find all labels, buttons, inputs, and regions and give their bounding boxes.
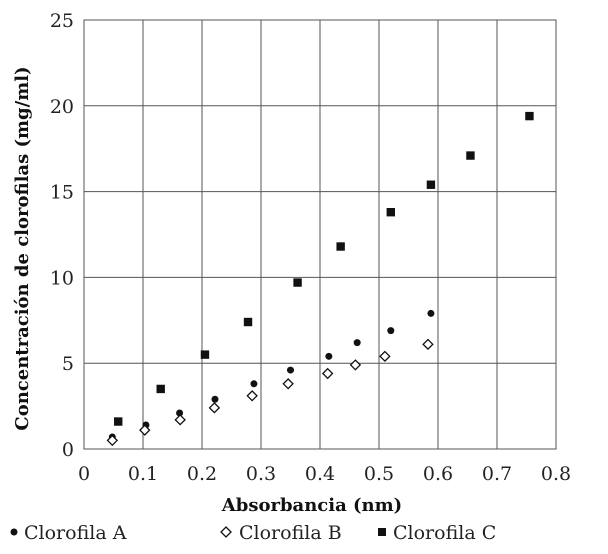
y-tick-label: 0: [62, 439, 74, 461]
x-tick-label: 0.2: [187, 463, 217, 485]
data-point-clorofila-a: [427, 309, 435, 317]
legend-item-clorofila-b: Clorofila B: [220, 522, 342, 544]
plot-frame: [83, 19, 557, 450]
data-point-clorofila-a: [353, 339, 361, 347]
data-point-clorofila-c: [156, 384, 165, 394]
data-point-clorofila-c: [386, 207, 395, 217]
x-tick-label: 0.1: [128, 463, 158, 485]
data-point-clorofila-b: [246, 390, 258, 402]
x-tick-label: 0.8: [541, 463, 571, 485]
y-tick-label: 20: [50, 96, 74, 118]
legend: Clorofila A Clorofila B Clorofila C: [10, 522, 496, 544]
y-tick-label: 5: [62, 353, 74, 375]
data-point-clorofila-a: [287, 366, 294, 374]
legend-label-clorofila-b: Clorofila B: [239, 522, 342, 544]
data-point-clorofila-a: [387, 327, 395, 335]
y-tick-label: 15: [50, 182, 74, 204]
data-point-clorofila-c: [293, 278, 302, 287]
x-tick-label: 0.3: [246, 463, 276, 485]
legend-label-clorofila-a: Clorofila A: [24, 522, 127, 544]
data-point-clorofila-c: [114, 417, 123, 426]
x-tick-label: 0: [78, 463, 90, 485]
data-point-clorofila-b: [139, 424, 151, 436]
data-point-clorofila-b: [349, 359, 362, 371]
legend-marker-clorofila-b: [220, 526, 232, 538]
data-point-clorofila-b: [422, 338, 434, 351]
legend-label-clorofila-c: Clorofila C: [393, 522, 496, 544]
data-point-clorofila-c: [200, 350, 210, 359]
legend-item-clorofila-a: Clorofila A: [10, 522, 127, 544]
data-point-clorofila-a: [250, 380, 258, 388]
data-points: [106, 111, 534, 447]
x-tick-label: 0.6: [423, 463, 453, 485]
x-tick-labels: 0 0.1 0.2 0.3 0.4 0.5 0.6 0.7 0.8: [78, 463, 571, 485]
x-tick-label: 0.4: [305, 463, 335, 485]
data-point-clorofila-b: [282, 378, 294, 390]
data-point-clorofila-b: [106, 434, 119, 447]
legend-marker-clorofila-c: [378, 528, 386, 536]
grid: [83, 19, 557, 450]
x-tick-label: 0.7: [482, 463, 512, 485]
data-point-clorofila-c: [243, 317, 253, 327]
y-tick-labels: 0 5 10 15 20 25: [50, 10, 74, 461]
x-axis-label: Absorbancia (nm): [221, 495, 402, 516]
data-point-clorofila-a: [176, 409, 184, 417]
data-point-clorofila-c: [426, 180, 436, 189]
y-tick-label: 10: [50, 267, 74, 289]
data-point-clorofila-a: [325, 352, 333, 360]
data-point-clorofila-c: [466, 151, 475, 160]
y-axis-label: Concentración de clorofilas (mg/ml): [12, 66, 33, 430]
data-point-clorofila-a: [211, 395, 219, 403]
data-point-clorofila-b: [208, 402, 221, 414]
data-point-clorofila-c: [525, 111, 534, 121]
legend-marker-clorofila-a: [10, 528, 18, 536]
y-tick-label: 25: [50, 10, 74, 32]
legend-item-clorofila-c: Clorofila C: [378, 522, 496, 544]
x-tick-label: 0.5: [364, 463, 394, 485]
data-point-clorofila-b: [321, 367, 334, 380]
data-point-clorofila-b: [379, 350, 391, 363]
data-point-clorofila-b: [174, 414, 186, 426]
data-point-clorofila-c: [336, 242, 345, 251]
